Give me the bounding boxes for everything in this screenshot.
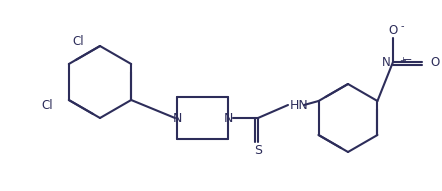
Text: HN: HN: [290, 99, 309, 112]
Text: +: +: [399, 56, 406, 65]
Text: Cl: Cl: [41, 99, 53, 112]
Text: Cl: Cl: [72, 35, 84, 48]
Text: N: N: [382, 56, 391, 69]
Text: N: N: [223, 112, 232, 125]
Text: O: O: [430, 56, 439, 69]
Text: S: S: [254, 143, 262, 156]
Text: N: N: [172, 112, 182, 125]
Text: =: =: [402, 56, 412, 69]
Text: -: -: [401, 21, 404, 31]
Text: O: O: [389, 23, 398, 36]
